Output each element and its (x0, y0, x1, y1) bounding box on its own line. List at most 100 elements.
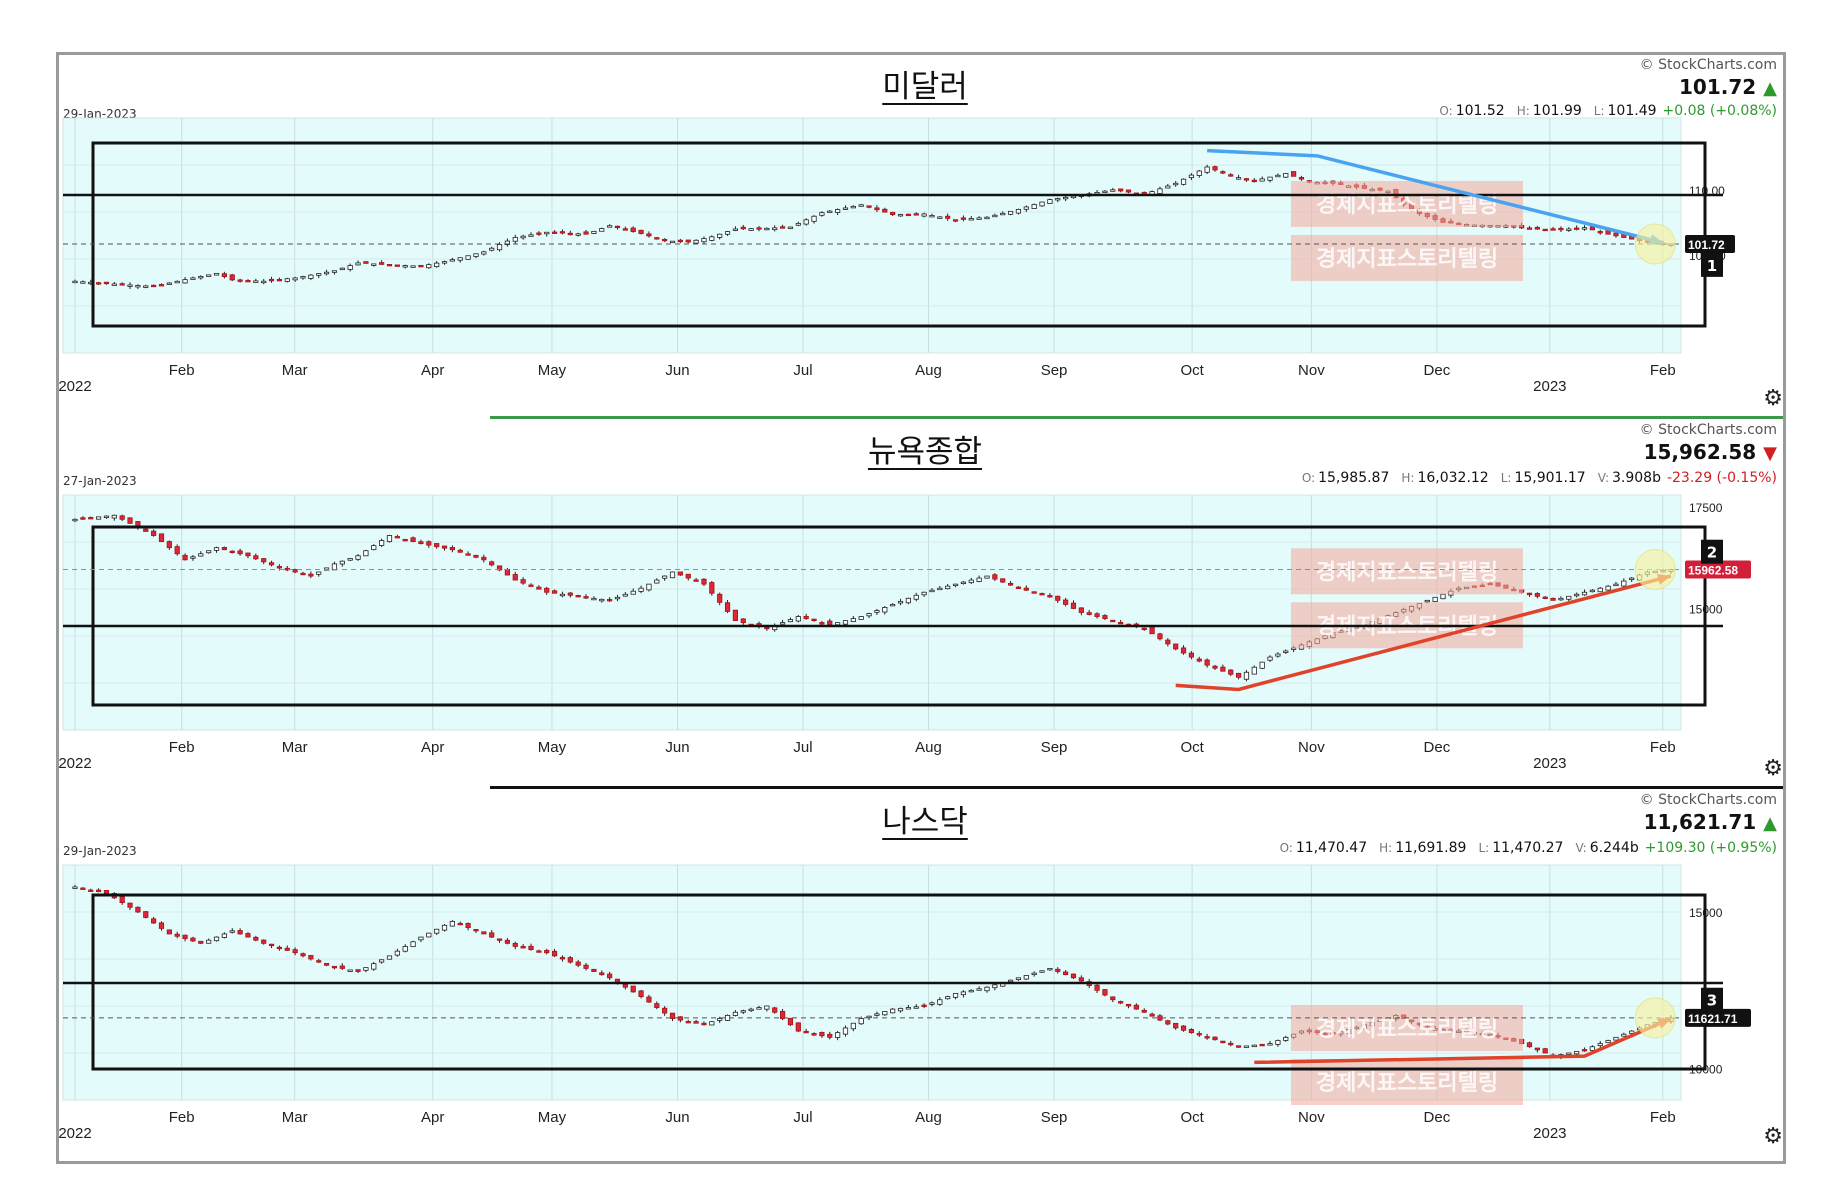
candle (496, 938, 503, 943)
candle (371, 544, 377, 551)
price-tag-label: 15962.58 (1688, 564, 1738, 578)
candle (599, 598, 605, 603)
candle (701, 578, 707, 587)
candle (1259, 1043, 1265, 1047)
candle (465, 922, 471, 931)
candle (80, 516, 86, 520)
candle (717, 1016, 723, 1023)
candle (591, 968, 597, 972)
candle (166, 929, 172, 935)
candle (740, 1009, 746, 1015)
candle (842, 205, 849, 210)
month-label: Feb (1650, 739, 1676, 756)
candle (1220, 170, 1226, 175)
box-number-badge (1701, 987, 1723, 1012)
gear-icon[interactable]: ⚙ (1763, 386, 1783, 411)
triangle-up-icon: ▲ (1763, 813, 1777, 834)
candle (724, 599, 731, 614)
candle (551, 589, 558, 594)
candle (331, 965, 338, 970)
month-label: Aug (915, 1109, 942, 1126)
candle (1039, 970, 1045, 973)
candle (1039, 592, 1045, 596)
candle (952, 993, 959, 1000)
candle (654, 1001, 660, 1010)
candle (992, 573, 998, 582)
candle (803, 613, 809, 620)
month-label: Feb (169, 739, 195, 756)
candle (882, 207, 888, 213)
candle (379, 538, 385, 548)
month-label: Feb (1650, 362, 1676, 379)
candle (1000, 211, 1006, 216)
candle (103, 515, 110, 519)
year-label: 2022 (58, 755, 91, 772)
candle (1267, 176, 1273, 183)
candle (316, 273, 322, 279)
candle (1055, 595, 1061, 603)
box-number-badge (1701, 539, 1723, 564)
candle (363, 549, 369, 557)
candle (677, 238, 683, 244)
candle (1196, 1031, 1202, 1037)
candle (1613, 232, 1619, 238)
candle (662, 575, 668, 581)
candle (1023, 975, 1029, 980)
ohlc-readout: O: 101.52 H: 101.99 L: 101.49 +0.08 (+0.08%) (1439, 103, 1777, 119)
candle (740, 618, 746, 625)
annotation-box (91, 141, 1707, 328)
price-plot: 2022 Feb Mar Apr May Jun Jul Aug Sep Oct Nov Dec 202… (58, 864, 1751, 1142)
candle (512, 571, 518, 581)
candle (1597, 229, 1603, 235)
candle (599, 227, 605, 232)
month-label: Mar (282, 739, 308, 756)
candle (890, 1007, 896, 1014)
candle (190, 554, 196, 561)
candle (1165, 1019, 1171, 1026)
candle (520, 577, 526, 585)
candle (575, 594, 581, 598)
year-label: 2023 (1533, 1125, 1566, 1142)
candle (1031, 971, 1037, 977)
candle (945, 583, 951, 590)
candle (339, 560, 345, 567)
candle (371, 961, 377, 971)
candle (300, 952, 306, 958)
candle (740, 224, 746, 230)
candle (481, 250, 487, 256)
price-plot: 2022 Feb Mar Apr May Jun Jul Aug Sep Oct Nov Dec 202… (58, 494, 1751, 772)
ohlc-readout: O: 15,985.87 H: 16,032.12 L: 15,901.17 V: 3.908… (1301, 470, 1777, 486)
candle (984, 216, 990, 220)
candle (1157, 632, 1163, 641)
candle (756, 1005, 762, 1010)
candle (1251, 1044, 1257, 1048)
candle (347, 263, 353, 272)
ohlc-readout: O: 11,470.47 H: 11,691.89 L: 11,470.27 V: 6.244… (1279, 840, 1777, 856)
watermark-text: 경제지표스토리텔링 (1316, 247, 1498, 272)
highlight-circle (1634, 549, 1676, 591)
candle (544, 586, 550, 595)
candle (677, 1016, 683, 1023)
month-label: Oct (1180, 739, 1204, 756)
month-label: Aug (915, 362, 942, 379)
candle (984, 575, 990, 579)
gear-icon[interactable]: ⚙ (1763, 1124, 1783, 1149)
candle (968, 215, 974, 221)
candle (182, 277, 188, 284)
candle (512, 234, 518, 244)
candle (1063, 195, 1069, 202)
candle (662, 1006, 668, 1016)
candle (1283, 172, 1289, 179)
candle (732, 226, 739, 232)
candle (819, 620, 825, 625)
candle (614, 594, 621, 602)
candle (284, 277, 290, 283)
gear-icon[interactable]: ⚙ (1763, 756, 1783, 781)
candle (1526, 226, 1533, 230)
box-number-label: 3 (1707, 992, 1717, 1010)
candle (331, 270, 338, 275)
candle (866, 1015, 872, 1021)
candle (1023, 585, 1029, 592)
candle (984, 986, 990, 993)
candle (1023, 205, 1029, 212)
